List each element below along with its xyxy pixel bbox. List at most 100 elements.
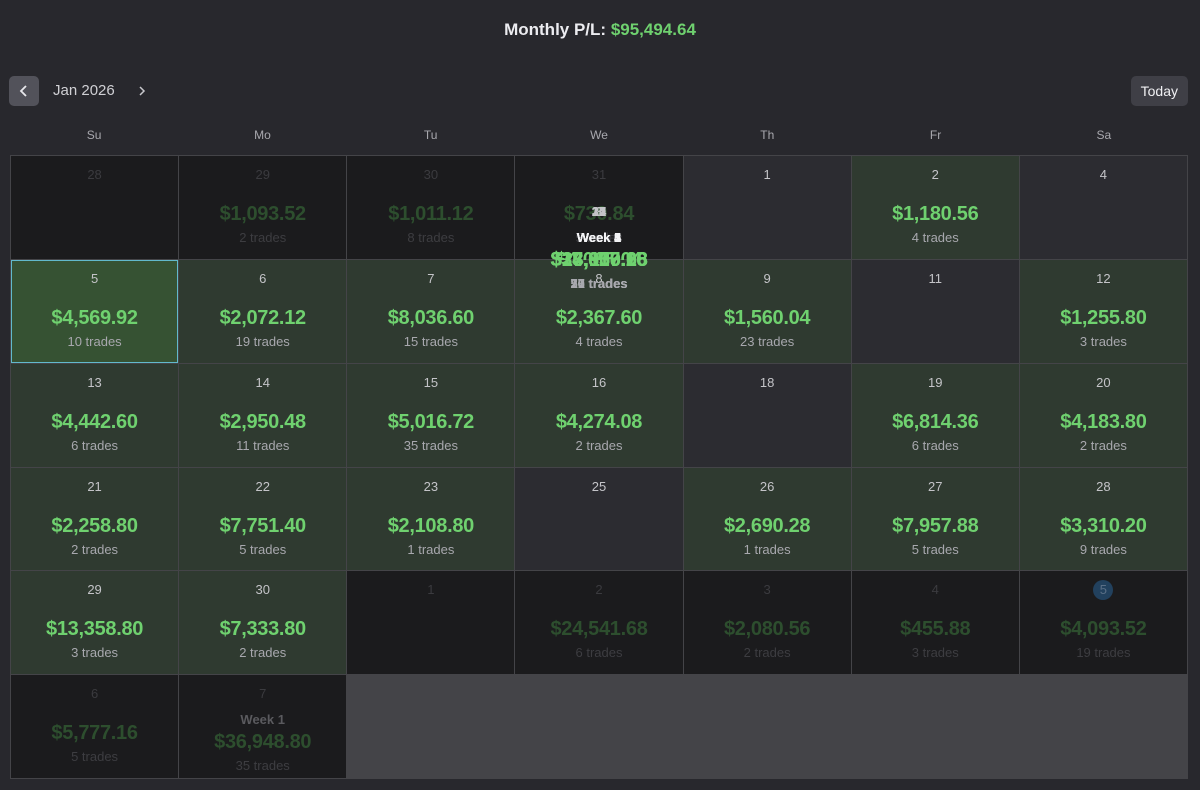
day-number: 29 xyxy=(87,582,102,598)
day-cell[interactable]: 4 xyxy=(1019,156,1187,259)
pnl-value: $730.84 xyxy=(563,203,635,225)
trade-count: 4 trades xyxy=(575,333,623,349)
day-cell[interactable]: 11 xyxy=(851,259,1019,363)
day-cell[interactable]: 8 $2,367.60 4 trades xyxy=(515,259,683,363)
day-cell[interactable]: 5 $4,093.52 19 trades xyxy=(1019,571,1187,675)
day-cell[interactable]: 18 xyxy=(683,363,851,467)
day-number: 18 xyxy=(759,374,775,390)
trade-count: 2 trades xyxy=(239,230,287,245)
trade-count: 5 trades xyxy=(575,230,623,245)
pnl-value: $2,258.80 xyxy=(51,514,138,537)
prev-month-button[interactable] xyxy=(9,76,39,106)
day-number: 30 xyxy=(255,582,270,598)
day-cell[interactable]: 1 xyxy=(347,571,515,675)
day-number: 4 xyxy=(931,582,939,598)
day-cell[interactable]: 2 $1,180.56 4 trades xyxy=(851,156,1019,259)
trade-count: 15 trades xyxy=(403,333,458,349)
pnl-value: $7,751.40 xyxy=(219,514,307,537)
trade-count: 5 trades xyxy=(71,749,119,765)
day-cell[interactable]: 25 xyxy=(515,467,683,571)
day-cell[interactable]: 30 $7,333.80 2 trades xyxy=(179,571,347,675)
day-number: 20 xyxy=(1096,374,1111,390)
day-cell[interactable]: 29 $13,358.80 3 trades xyxy=(11,571,179,675)
weekday-label: Tu xyxy=(423,128,438,142)
pnl-value: $4,093.52 xyxy=(1060,618,1147,641)
day-cell[interactable]: 6 $5,777.16 5 trades xyxy=(11,675,179,778)
day-cell[interactable]: 26 $2,690.28 1 trades xyxy=(683,467,851,571)
trade-count: 19 trades xyxy=(1076,645,1131,661)
day-cell[interactable]: 19 $6,814.36 6 trades xyxy=(851,363,1019,467)
week-label: Week 5 xyxy=(576,230,622,245)
day-cell[interactable]: 13 $4,442.60 6 trades xyxy=(11,363,179,467)
pnl-value: $4,183.80 xyxy=(1060,410,1147,433)
week-label: Week 1 xyxy=(240,712,285,728)
day-cell[interactable]: 31 $730.84 5 trades xyxy=(515,156,683,259)
trade-count: 10 trades xyxy=(67,333,122,349)
pnl-value: $1,560.04 xyxy=(723,306,811,329)
day-cell[interactable]: 7 Week 1 $36,948.80 35 trades xyxy=(179,675,347,778)
trade-count: 5 trades xyxy=(911,541,959,557)
day-number: 15 xyxy=(423,374,439,390)
day-cell[interactable]: 6 $2,072.12 19 trades xyxy=(179,259,347,363)
trade-count: 2 trades xyxy=(71,541,119,557)
week-label: Week 4 xyxy=(576,230,622,245)
trade-count: 23 trades xyxy=(740,333,795,349)
day-cell[interactable]: 3 $2,080.56 2 trades xyxy=(683,571,851,675)
day-number: 29 xyxy=(255,167,270,182)
today-button[interactable]: Today xyxy=(1130,76,1188,106)
next-month-button[interactable] xyxy=(132,80,152,102)
day-cell[interactable]: 23 $2,108.80 1 trades xyxy=(347,467,515,571)
day-number: 31 xyxy=(591,167,607,182)
pnl-value: $23,117.16 xyxy=(551,249,647,271)
pnl-value: $2,108.80 xyxy=(387,514,475,537)
pnl-value: $7,957.88 xyxy=(892,514,979,537)
calendar-grid: 28 29 $1,093.52 2 trades 30 $1,011.12 8 trades… xyxy=(10,155,1188,779)
pnl-value: $3,310.20 xyxy=(1060,514,1147,537)
trade-count: 2 trades xyxy=(1079,437,1127,453)
day-cell[interactable]: 7 $8,036.60 15 trades xyxy=(347,259,515,363)
day-cell[interactable]: 29 $1,093.52 2 trades xyxy=(179,156,347,259)
day-number: 7 xyxy=(427,270,435,286)
day-cell[interactable]: 15 $5,016.72 35 trades xyxy=(347,363,515,467)
day-cell[interactable]: 2 $24,541.68 6 trades xyxy=(515,571,683,675)
trade-count: 3 trades xyxy=(911,645,959,661)
day-number: 3 xyxy=(763,582,771,598)
trade-count: 8 trades xyxy=(407,230,455,245)
day-cell[interactable]: 5 $4,569.92 10 trades xyxy=(11,259,179,363)
day-number: 3 xyxy=(595,204,603,219)
trade-count: 4 trades xyxy=(911,230,959,245)
day-cell[interactable]: 27 $7,957.88 5 trades xyxy=(851,467,1019,571)
pnl-value: $1,011.12 xyxy=(388,203,474,225)
trade-count: 35 trades xyxy=(235,758,290,774)
pnl-value: $2,690.28 xyxy=(723,514,811,537)
weekday-label: Mo xyxy=(254,128,271,142)
trade-count: 6 trades xyxy=(911,437,959,453)
trade-count: 20 trades xyxy=(570,276,628,291)
day-number: 14 xyxy=(255,374,270,390)
pnl-value: $24,541.68 xyxy=(550,618,648,641)
day-cell[interactable]: 1 xyxy=(683,156,851,259)
day-cell[interactable]: 22 $7,751.40 5 trades xyxy=(179,467,347,571)
day-cell[interactable]: 9 $1,560.04 23 trades xyxy=(683,259,851,363)
day-cell[interactable]: 4 $455.88 3 trades xyxy=(851,571,1019,675)
week-label: Week 1 xyxy=(576,230,622,245)
day-cell[interactable]: 16 $4,274.08 2 trades xyxy=(515,363,683,467)
day-number: 28 xyxy=(1096,478,1111,494)
day-cell[interactable]: 30 $1,011.12 8 trades xyxy=(347,156,515,259)
day-cell[interactable]: 14 $2,950.48 11 trades xyxy=(179,363,347,467)
day-number: 4 xyxy=(1099,167,1108,182)
pnl-value: $2,072.12 xyxy=(219,306,307,329)
week-label: Week 2 xyxy=(576,230,622,245)
day-cell[interactable]: 12 $1,255.80 3 trades xyxy=(1019,259,1187,363)
pnl-value: $1,180.56 xyxy=(892,203,979,225)
day-number: 13 xyxy=(87,374,102,390)
day-cell[interactable]: 28 $3,310.20 9 trades xyxy=(1019,467,1187,571)
day-cell[interactable]: 28 xyxy=(11,156,179,259)
day-number: 25 xyxy=(591,478,607,494)
day-cell[interactable]: 21 $2,258.80 2 trades xyxy=(11,467,179,571)
trade-count: 3 trades xyxy=(71,645,119,661)
trade-count: 16 trades xyxy=(570,276,628,291)
day-number: 30 xyxy=(423,167,439,182)
trade-count: 3 trades xyxy=(1079,333,1127,349)
day-cell[interactable]: 20 $4,183.80 2 trades xyxy=(1019,363,1187,467)
